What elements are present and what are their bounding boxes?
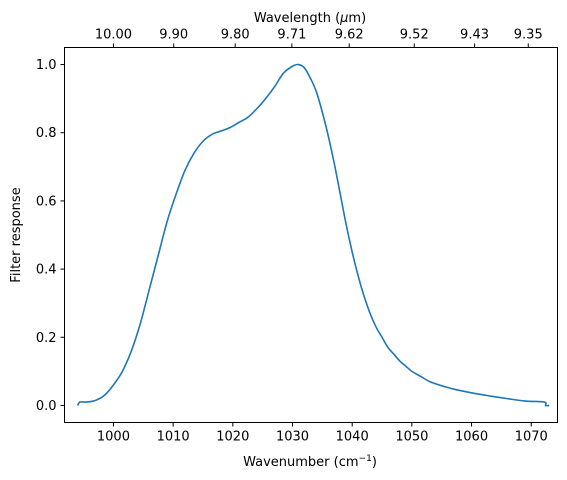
y-tick-label: 0.2: [36, 331, 57, 346]
svg-text:Wavelength (μm): Wavelength (μm): [254, 11, 366, 26]
y-axis-label: Filter response: [9, 187, 24, 282]
y-tick-label: 0.4: [36, 263, 57, 278]
top-tick-label: 9.90: [159, 28, 188, 43]
x-tick-label: 1070: [515, 430, 548, 445]
top-tick-label: 9.80: [221, 28, 250, 43]
x-tick-label: 1030: [276, 430, 309, 445]
top-tick-label: 9.52: [400, 28, 429, 43]
top-axis-label-mu: μ: [339, 11, 348, 26]
series-line: [76, 63, 550, 407]
x-tick-label: 1010: [157, 430, 190, 445]
top-tick-label: 9.35: [514, 28, 543, 43]
plot-frame: [64, 47, 558, 423]
top-tick-label: 10.00: [95, 28, 132, 43]
top-tick-label: 9.71: [277, 28, 306, 43]
top-axis-label-suffix: m): [348, 11, 366, 26]
svg-text:Wavenumber (cm−1): Wavenumber (cm−1): [243, 454, 377, 470]
top-tick-label: 9.43: [460, 28, 489, 43]
bottom-axis-label-text: Wavenumber (cm: [243, 455, 358, 470]
y-tick-label: 0.0: [36, 399, 57, 414]
left-ticks: 0.0 0.2 0.4 0.6 0.8 1.0: [36, 58, 65, 414]
x-tick-label: 1060: [455, 430, 488, 445]
top-tick-label: 9.62: [335, 28, 364, 43]
bottom-ticks: 1000 1010 1020 1030 1040 1050 1060 1070: [97, 422, 548, 445]
top-axis-label: Wavelength (μm): [254, 11, 366, 26]
top-ticks: 10.00 9.90 9.80 9.71 9.62 9.52 9.43 9.35: [95, 28, 543, 48]
y-tick-label: 0.8: [36, 126, 57, 141]
bottom-axis-label-suffix: ): [372, 455, 377, 470]
x-tick-label: 1000: [97, 430, 130, 445]
top-axis-label-text: Wavelength (: [254, 11, 340, 26]
x-tick-label: 1040: [336, 430, 369, 445]
y-tick-label: 1.0: [36, 58, 57, 73]
bottom-axis-label: Wavenumber (cm−1): [243, 454, 377, 470]
x-tick-label: 1020: [216, 430, 249, 445]
y-tick-label: 0.6: [36, 194, 57, 209]
bottom-axis-label-sup: −1: [359, 454, 372, 464]
x-tick-label: 1050: [395, 430, 428, 445]
